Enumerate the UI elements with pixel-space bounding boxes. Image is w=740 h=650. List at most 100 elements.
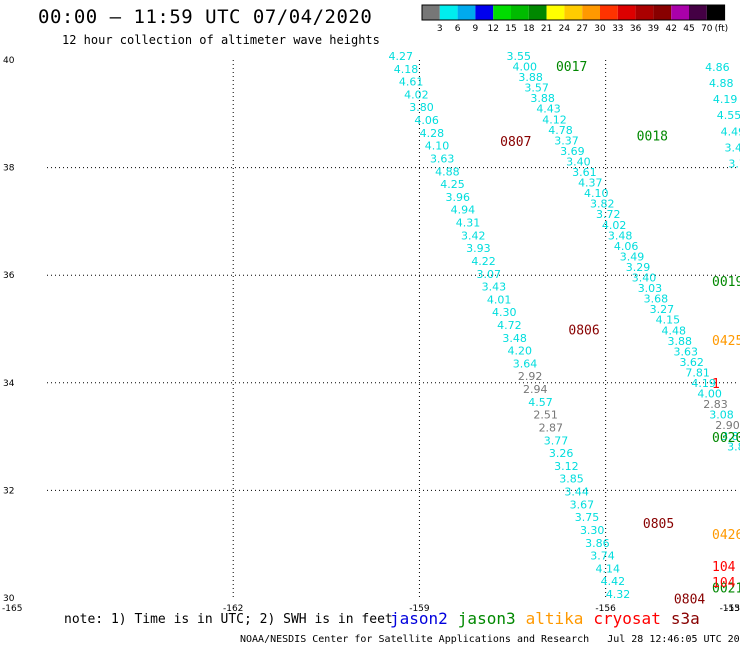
- swh-point: 3.68: [644, 293, 669, 306]
- swh-point: 4.86: [705, 61, 730, 74]
- swh-point: 4.02: [404, 88, 429, 101]
- swh-point: 3.29: [626, 261, 651, 274]
- pass-label: 0021: [712, 582, 740, 597]
- swh-point: 3.42: [461, 229, 486, 242]
- swh-point: 3.57: [524, 82, 549, 95]
- legend-s3a: s3a: [670, 609, 700, 628]
- chart-pass-labels: 0017 0018 0019 0020 0021 0807 0806 0805 0804 0425…: [500, 60, 740, 608]
- legend-jason3: jason3: [457, 609, 516, 628]
- swh-point: 3.69: [560, 145, 585, 158]
- pass-label: 0807: [500, 135, 531, 150]
- swh-point: 7.81: [685, 366, 710, 379]
- swh-point: 3.72: [596, 208, 621, 221]
- swh-point: 4.30: [492, 306, 517, 319]
- swh-point: 3.77: [544, 434, 569, 447]
- swh-point: 4.72: [497, 319, 522, 332]
- colorbar-unit: (ft): [715, 24, 729, 34]
- footer-note: note: 1) Time is in UTC; 2) SWH is in fe…: [64, 612, 393, 627]
- pass-label: 0020: [712, 431, 740, 446]
- swh-point: 2.94: [523, 383, 548, 396]
- pass-label: 0018: [637, 130, 668, 145]
- swh-point: 3.86: [585, 537, 610, 550]
- swh-point: 2.90: [715, 419, 740, 432]
- y-tick-label: 34: [3, 379, 15, 389]
- x-tick-label: -15: [725, 604, 740, 614]
- colorbar-swatch: [546, 5, 565, 20]
- credit-org: NOAA/NESDIS Center for Satellite Applica…: [240, 634, 590, 645]
- swh-point: 3.26: [549, 447, 574, 460]
- swh-point: 3.49: [620, 250, 645, 263]
- swh-point: 3.67: [570, 498, 595, 511]
- legend-cryosat: cryosat: [593, 609, 661, 628]
- swh-point: 3.88: [518, 71, 543, 84]
- pass-label: 0425: [712, 334, 740, 349]
- colorbar-label: 33: [612, 24, 623, 34]
- swh-point: 4.48: [662, 324, 687, 337]
- colorbar-label: 27: [576, 24, 587, 34]
- swh-point: 3.55: [506, 50, 531, 63]
- colorbar-swatch: [635, 5, 654, 20]
- colorbar-label: 9: [473, 24, 479, 34]
- pass-label: 104: [712, 560, 736, 575]
- colorbar-label: 45: [683, 24, 694, 34]
- swh-point: 4.78: [548, 124, 573, 137]
- chart-points: 4.274.184.614.023.804.064.284.103.634.88…: [389, 50, 740, 601]
- colorbar-frame: [421, 4, 726, 21]
- chart-grid: [47, 60, 736, 598]
- swh-point: 4.31: [456, 217, 481, 230]
- swh-point: 4.43: [536, 103, 561, 116]
- swh-point: 3.40: [566, 155, 591, 168]
- y-tick-label: 32: [3, 486, 14, 496]
- pass-label: 104: [712, 576, 736, 591]
- pass-label: 0804: [674, 592, 705, 607]
- swh-point: 4.22: [471, 255, 496, 268]
- swh-point: 3.48: [608, 229, 633, 242]
- colorbar-swatch: [439, 5, 458, 20]
- x-tick-label: -165: [2, 604, 22, 614]
- swh-point: 3.63: [673, 345, 698, 358]
- x-tick-label: -153: [720, 604, 740, 614]
- colorbar-legend: 3 6 9 12 15 18 21 24 27 30 33 36 39 42 45 70 (ft): [421, 4, 729, 34]
- swh-point: 3.72: [728, 158, 740, 171]
- swh-point: 2.92: [518, 370, 543, 383]
- swh-point: 3.64: [513, 357, 538, 370]
- swh-point: 3.96: [445, 191, 470, 204]
- swh-point: 3.37: [554, 134, 579, 147]
- colorbar-swatch: [582, 5, 600, 20]
- swh-point: 4.10: [584, 187, 609, 200]
- swh-point: 2.51: [533, 409, 558, 422]
- swh-point: 3.83: [727, 440, 740, 453]
- chart-axes: 30 32 34 36 38 40 -165 -162 -159 -156 -153-15: [2, 56, 740, 614]
- swh-point: 4.06: [414, 114, 439, 127]
- legend-jason2: jason2: [390, 609, 448, 628]
- pass-label: 0017: [556, 60, 587, 75]
- swh-point: 3.82: [590, 198, 615, 211]
- x-tick-label: -162: [223, 604, 243, 614]
- swh-point: 4.25: [440, 178, 465, 191]
- satellite-legend: jason2 jason3 altika cryosat s3a: [390, 609, 710, 628]
- colorbar-swatch: [511, 5, 529, 20]
- swh-point: 3.85: [559, 473, 584, 486]
- swh-point: 4.88: [435, 165, 460, 178]
- swh-point: 3.03: [638, 282, 663, 295]
- colorbar-label: 24: [559, 24, 571, 34]
- swh-point: 4.12: [542, 113, 567, 126]
- swh-point: 4.19: [691, 377, 716, 390]
- colorbar-swatch: [564, 5, 583, 20]
- colorbar-label: 6: [455, 24, 461, 34]
- swh-point: 4.37: [578, 177, 603, 190]
- swh-point: 4.49: [721, 125, 740, 138]
- pass-label: 1: [712, 377, 720, 392]
- swh-point: 4.55: [717, 109, 740, 122]
- colorbar-label: 15: [505, 24, 516, 34]
- colorbar-swatch: [475, 5, 494, 20]
- swh-point: 4.88: [709, 77, 734, 90]
- swh-point: 3.43: [725, 141, 740, 154]
- swh-point: 3.75: [575, 511, 600, 524]
- swh-point: 4.14: [595, 562, 620, 575]
- swh-point: 3.43: [482, 281, 507, 294]
- swh-point: 4.28: [420, 127, 445, 140]
- swh-point: 4.15: [656, 314, 681, 327]
- swh-point: 3.07: [476, 268, 501, 281]
- x-tick-label: -156: [595, 604, 616, 614]
